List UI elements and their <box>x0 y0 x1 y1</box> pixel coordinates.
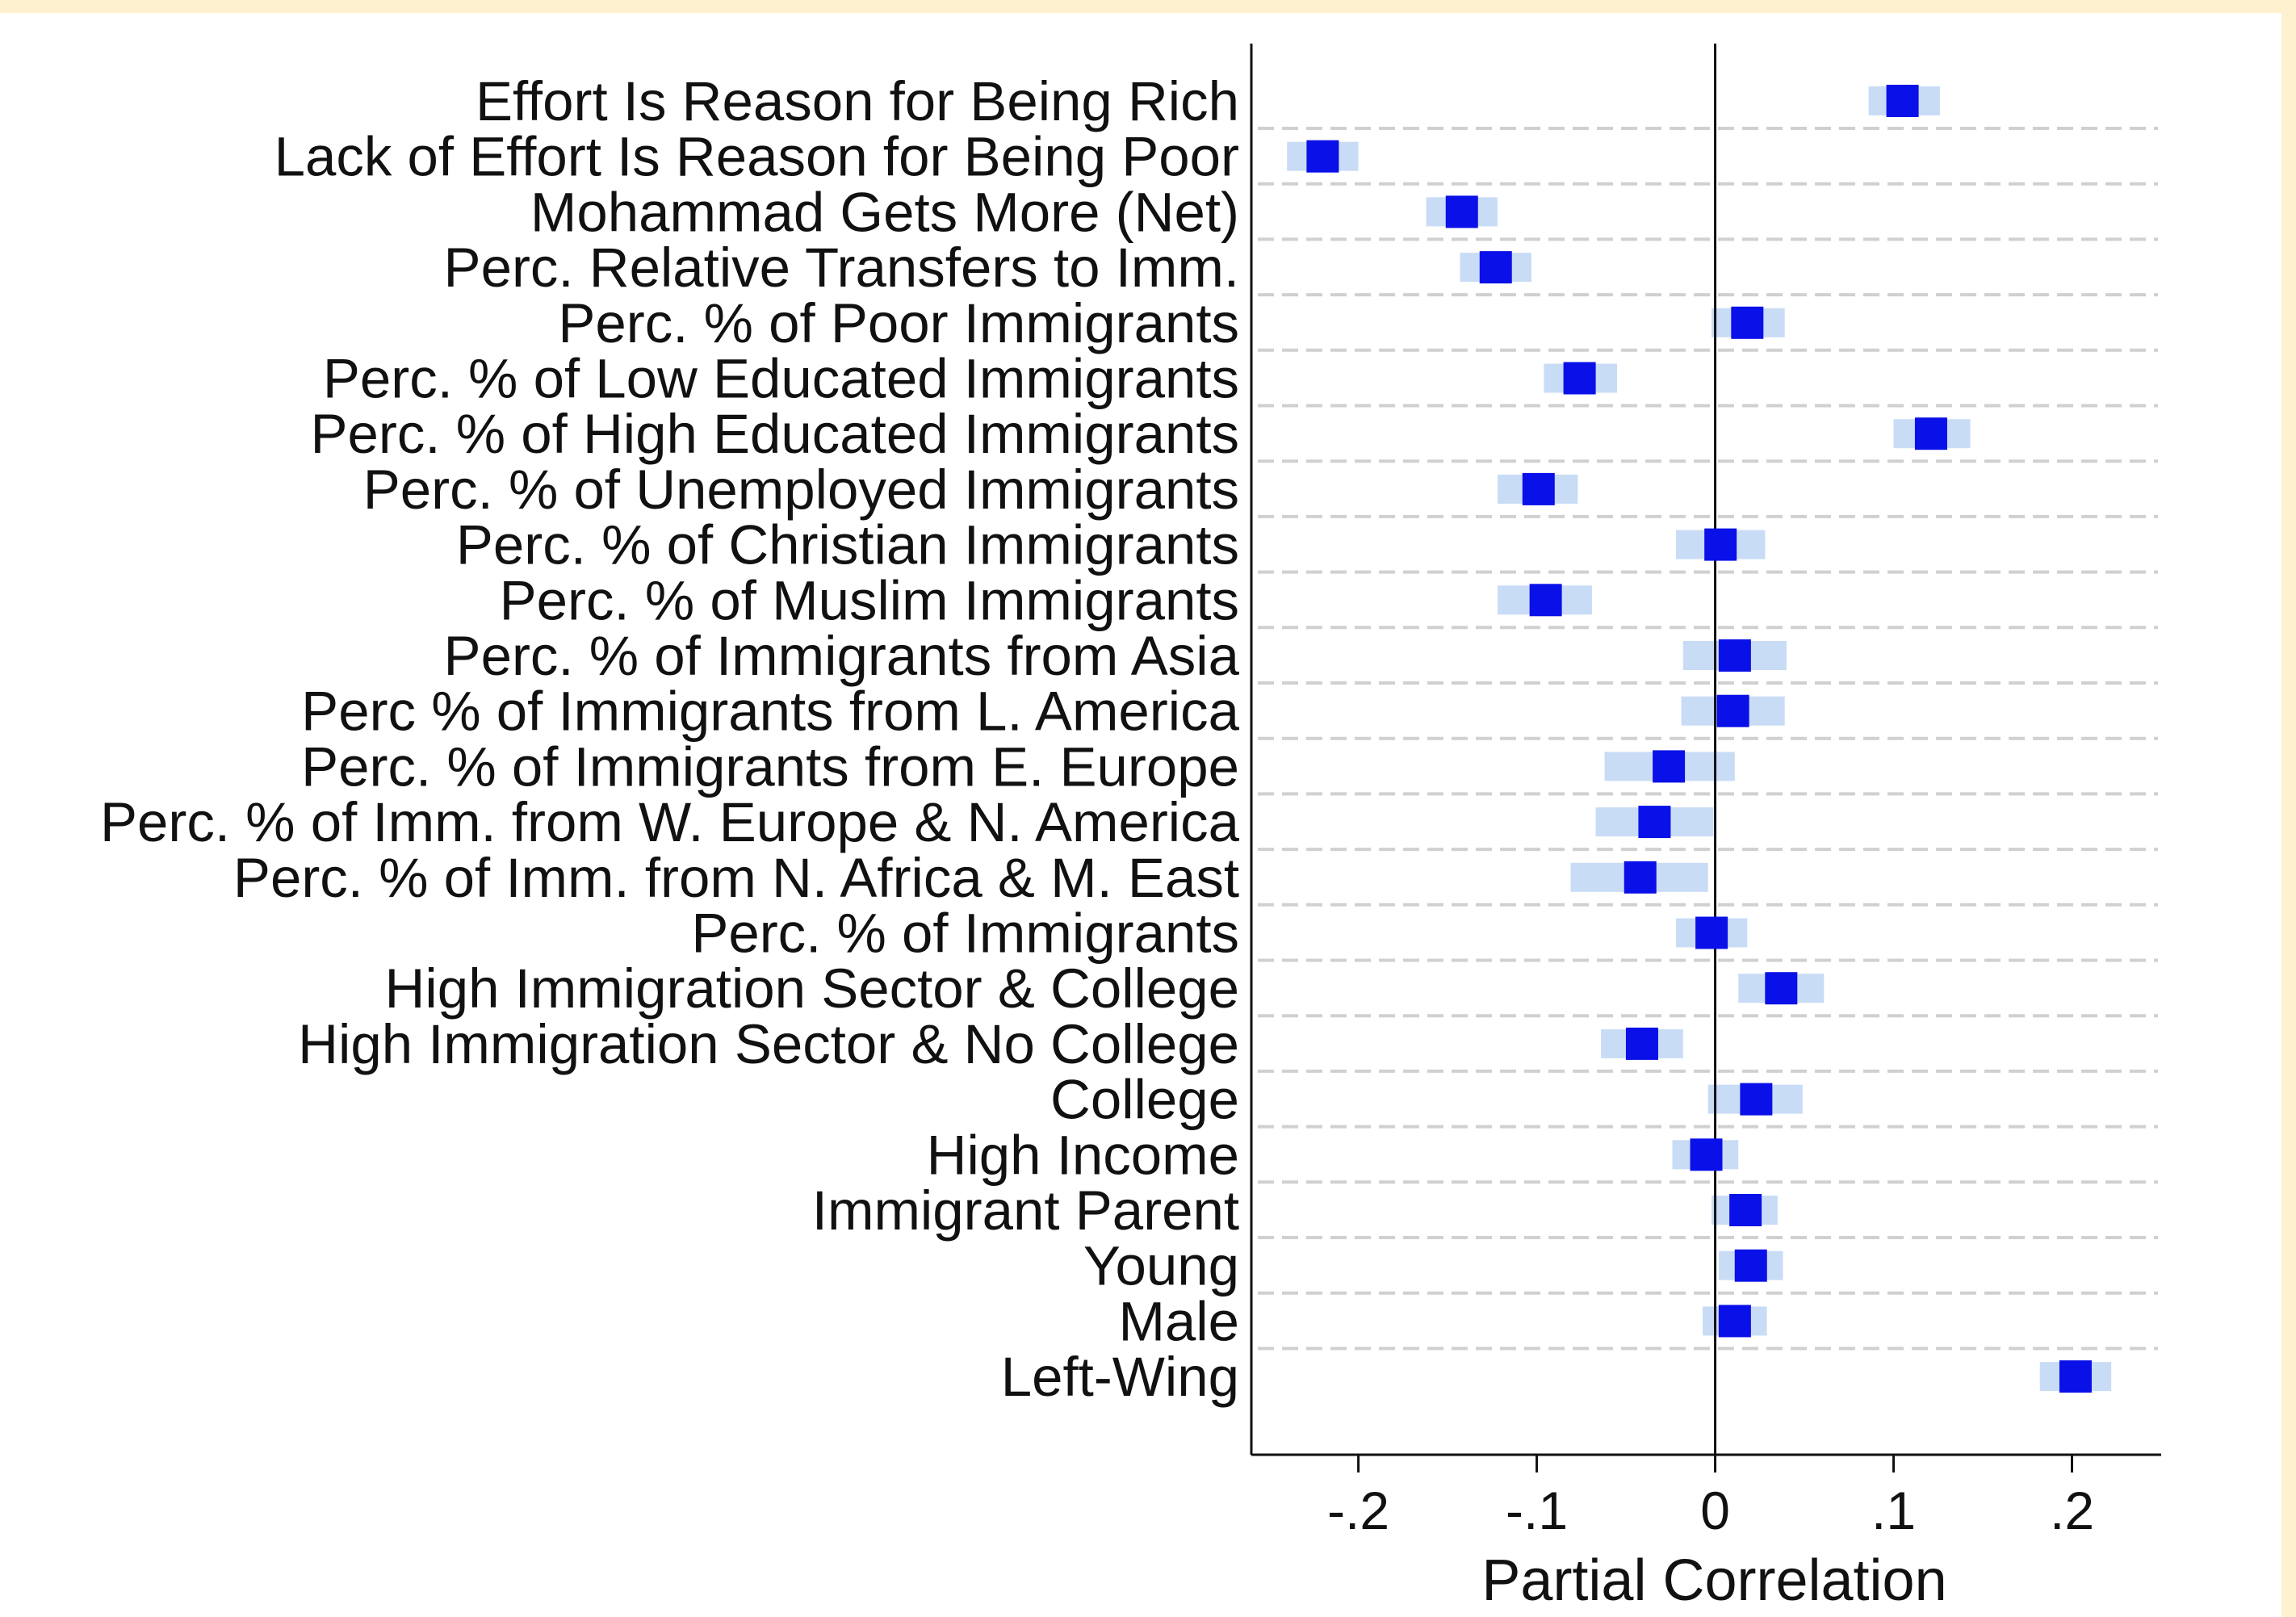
category-label: High Income <box>927 1124 1239 1186</box>
category-label: Perc. % of Christian Immigrants <box>456 514 1239 576</box>
grid-lines <box>1258 127 2158 1351</box>
point-marker <box>1522 472 1555 505</box>
point-marker <box>2059 1360 2092 1393</box>
point-marker <box>1718 1305 1751 1338</box>
point-marker <box>1638 806 1671 839</box>
x-ticks: -.2 -.1 0 .1 .2 <box>1327 1455 2094 1540</box>
x-axis-title: Partial Correlation <box>1481 1548 1946 1613</box>
category-label: High Immigration Sector & No College <box>298 1013 1239 1075</box>
category-label: High Immigration Sector & College <box>385 957 1239 1020</box>
category-label: Perc. % of Immigrants <box>691 903 1239 965</box>
category-label: Perc. % of Imm. from W. Europe & N. Amer… <box>100 791 1240 853</box>
category-label: Male <box>1118 1290 1239 1352</box>
point-marker <box>1690 1138 1723 1171</box>
point-marker <box>1704 528 1737 561</box>
point-marker <box>1445 195 1478 228</box>
point-marker <box>1653 750 1686 783</box>
category-label: Perc. % of Imm. from N. Africa & M. East <box>233 847 1239 909</box>
x-tick-label: .1 <box>1871 1481 1916 1540</box>
category-label: Young <box>1083 1235 1239 1297</box>
category-label: Perc. % of Muslim Immigrants <box>500 569 1239 631</box>
point-marker <box>1731 306 1764 339</box>
point-marker <box>1718 639 1751 672</box>
point-marker <box>1765 972 1798 1005</box>
point-marker <box>1729 1194 1762 1226</box>
point-marker <box>1479 251 1512 284</box>
point-marker <box>1914 417 1947 450</box>
category-label: Lack of Effort Is Reason for Being Poor <box>274 126 1239 188</box>
x-tick-label: 0 <box>1700 1481 1730 1540</box>
point-marker <box>1624 861 1657 894</box>
category-label: Immigrant Parent <box>812 1179 1239 1242</box>
point-marker <box>1695 916 1728 949</box>
point-marker <box>1625 1027 1658 1060</box>
axes <box>1250 44 2161 1456</box>
x-tick-label: -.1 <box>1506 1481 1568 1540</box>
x-tick-label: .2 <box>2050 1481 2094 1540</box>
category-label: Left-Wing <box>1001 1346 1239 1408</box>
point-marker <box>1529 584 1562 617</box>
point-marker <box>1563 362 1596 395</box>
category-label: Perc. % of Immigrants from Asia <box>444 625 1240 687</box>
point-marker <box>1716 694 1749 727</box>
category-label: Mohammad Gets More (Net) <box>530 181 1239 243</box>
category-label: College <box>1050 1069 1239 1131</box>
point-marker <box>1734 1249 1767 1282</box>
category-label: Effort Is Reason for Being Rich <box>476 70 1239 132</box>
point-marker <box>1886 85 1919 117</box>
point-marker <box>1306 140 1339 173</box>
category-label: Perc % of Immigrants from L. America <box>301 681 1239 743</box>
x-tick-label: -.2 <box>1327 1481 1389 1540</box>
category-label: Perc. Relative Transfers to Imm. <box>444 237 1239 299</box>
point-marker <box>1740 1083 1773 1116</box>
category-label: Perc. % of Immigrants from E. Europe <box>301 735 1239 798</box>
plot-panel: Effort Is Reason for Being Rich Lack of E… <box>0 13 2281 1617</box>
category-label: Perc. % of Unemployed Immigrants <box>363 459 1239 521</box>
point-estimates <box>1306 85 2092 1393</box>
category-label: Perc. % of Low Educated Immigrants <box>323 348 1239 410</box>
category-label: Perc. % of Poor Immigrants <box>558 292 1239 354</box>
category-label: Perc. % of High Educated Immigrants <box>311 403 1240 465</box>
